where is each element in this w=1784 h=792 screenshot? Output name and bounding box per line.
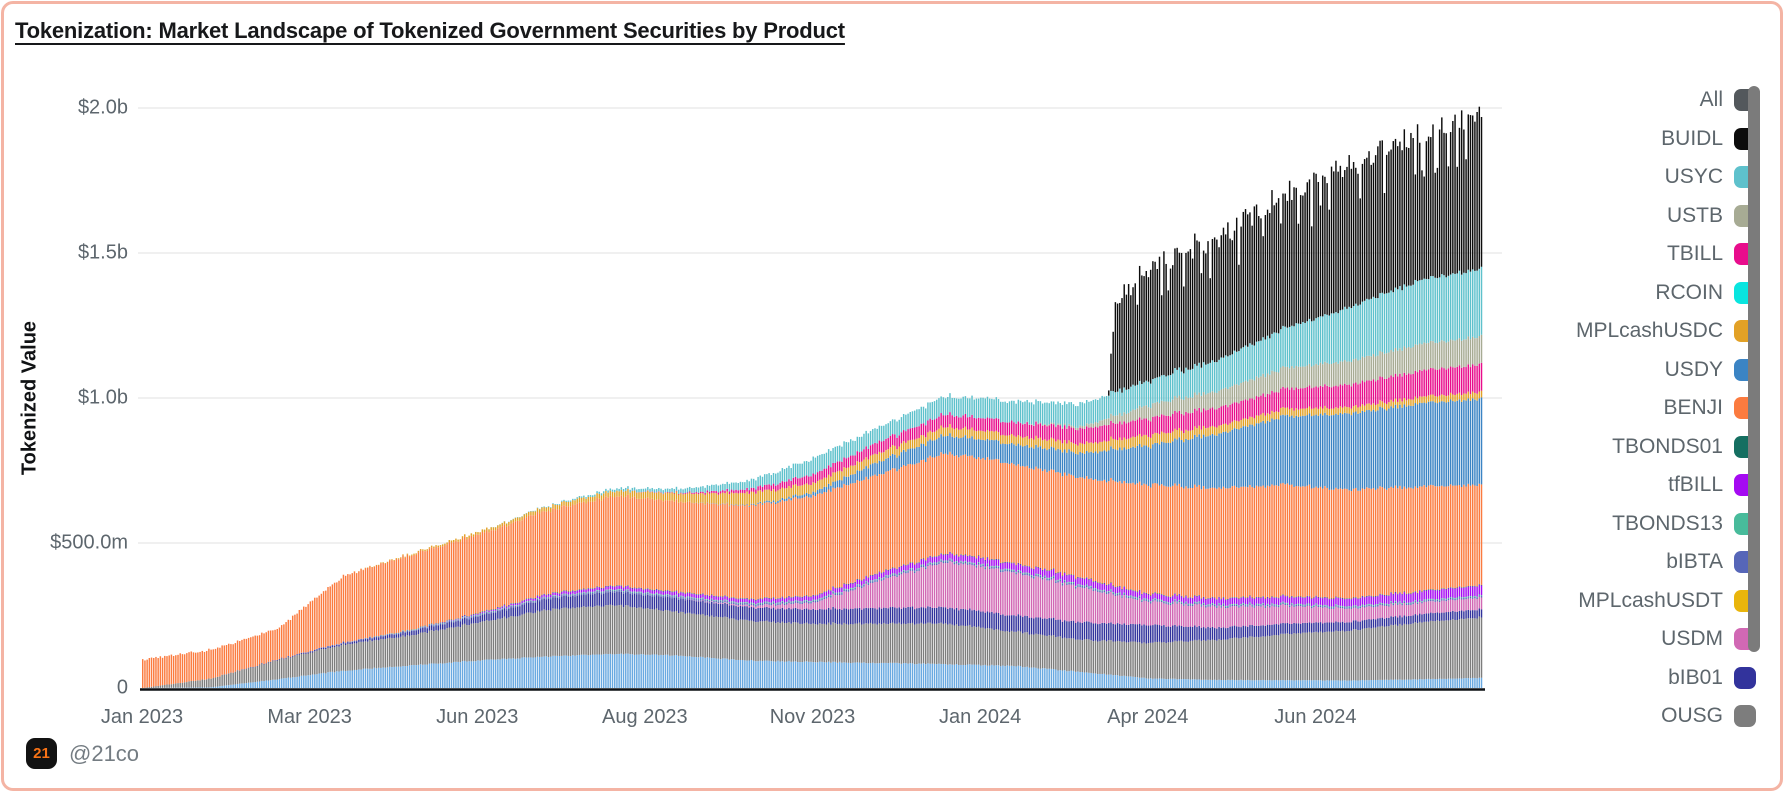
- x-tick-label: Jan 2023: [100, 706, 184, 728]
- legend-item-label: tfBILL: [1668, 473, 1723, 497]
- legend-item-label: TBONDS13: [1612, 511, 1723, 535]
- y-tick-label: $1.0b: [77, 386, 128, 409]
- legend-color-swatch: [1734, 705, 1756, 728]
- x-tick-label: Jan 2024: [938, 706, 1022, 728]
- legend-item-usyc[interactable]: USYC: [1576, 158, 1756, 197]
- x-tick-label: Jun 2024: [1274, 706, 1357, 728]
- legend-item-label: TBONDS01: [1612, 434, 1723, 458]
- legend-item-label: TBILL: [1666, 242, 1723, 266]
- legend-item-bib01[interactable]: bIB01: [1576, 659, 1756, 698]
- legend-item-tbill[interactable]: TBILL: [1576, 235, 1756, 274]
- legend-item-label: bIBTA: [1666, 550, 1723, 574]
- legend-item-bibta[interactable]: bIBTA: [1576, 543, 1756, 582]
- legend-color-swatch: [1734, 666, 1756, 689]
- legend-item-ousg[interactable]: OUSG: [1576, 697, 1756, 736]
- legend-item-label: OUSG: [1661, 704, 1723, 728]
- legend-item-tbonds13[interactable]: TBONDS13: [1576, 505, 1756, 544]
- legend-item-usdy[interactable]: USDY: [1576, 351, 1756, 390]
- legend-item-label: BENJI: [1663, 396, 1723, 420]
- y-tick-label: $500.0m: [50, 531, 128, 554]
- legend-item-label: bIB01: [1668, 665, 1723, 689]
- legend-item-label: USTB: [1666, 203, 1723, 227]
- 21co-logo-icon: 21: [26, 738, 57, 769]
- legend-scrollbar-thumb[interactable]: [1748, 86, 1760, 652]
- legend: All BUIDL USYC USTB TBILL RCOIN MPLcashUSDC USD…: [1576, 81, 1756, 736]
- page-title: Tokenization: Market Landscape of Tokeni…: [15, 18, 845, 43]
- legend-item-usdm[interactable]: USDM: [1576, 620, 1756, 659]
- legend-item-label: USYC: [1664, 165, 1723, 189]
- legend-item-mplcashusdc[interactable]: MPLcashUSDC: [1576, 312, 1756, 351]
- x-tick-label: Mar 2023: [267, 706, 352, 728]
- x-tick-label: Apr 2024: [1107, 706, 1189, 728]
- x-tick-label: Jun 2023: [436, 706, 519, 728]
- legend-item-ustb[interactable]: USTB: [1576, 197, 1756, 236]
- y-tick-label: $2.0b: [77, 96, 128, 119]
- attribution-handle: @21co: [69, 740, 140, 766]
- legend-item-label: MPLcashUSDC: [1575, 319, 1723, 343]
- legend-item-label: RCOIN: [1655, 280, 1723, 304]
- legend-item-buidl[interactable]: BUIDL: [1576, 120, 1756, 159]
- legend-item-benji[interactable]: BENJI: [1576, 389, 1756, 428]
- legend-item-label: All: [1699, 88, 1723, 112]
- legend-item-tfbill[interactable]: tfBILL: [1576, 466, 1756, 505]
- attribution: 21 @21co: [26, 738, 139, 769]
- legend-item-label: MPLcashUSDT: [1578, 588, 1723, 612]
- y-tick-label: 0: [116, 676, 128, 699]
- legend-item-label: USDY: [1664, 357, 1723, 381]
- legend-item-rcoin[interactable]: RCOIN: [1576, 274, 1756, 313]
- x-tick-label: Nov 2023: [769, 706, 856, 728]
- legend-item-all[interactable]: All: [1576, 81, 1756, 120]
- legend-item-label: USDM: [1661, 627, 1723, 651]
- legend-item-mplcashusdt[interactable]: MPLcashUSDT: [1576, 582, 1756, 621]
- legend-item-tbonds01[interactable]: TBONDS01: [1576, 428, 1756, 467]
- legend-item-label: BUIDL: [1661, 126, 1723, 150]
- x-tick-label: Aug 2023: [602, 706, 688, 728]
- y-tick-label: $1.5b: [77, 241, 128, 264]
